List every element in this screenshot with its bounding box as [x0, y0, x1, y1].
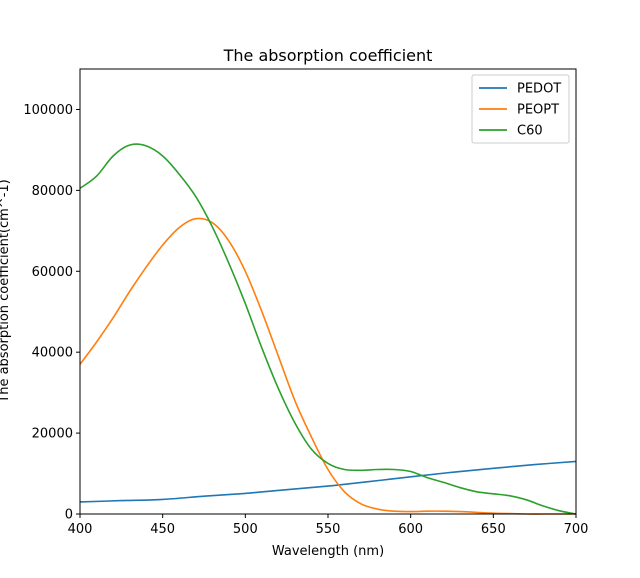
- legend: PEDOT PEOPT C60: [471, 74, 570, 144]
- series-line-c60: [79, 143, 577, 515]
- legend-label-peopt: PEOPT: [517, 103, 559, 118]
- x-tick-label: 650: [481, 522, 506, 537]
- x-tick-label: 500: [233, 522, 258, 537]
- y-tick-label: 100000: [23, 103, 73, 118]
- x-tick-label: 450: [150, 522, 175, 537]
- x-axis-ticks: 400 450 500 550 600 650 700: [68, 514, 589, 537]
- series-line-pedot: [79, 460, 577, 503]
- y-tick-label: 80000: [32, 184, 73, 199]
- y-tick-label: 40000: [32, 346, 73, 361]
- legend-box: [471, 74, 570, 144]
- legend-label-c60: C60: [517, 124, 543, 139]
- x-tick-label: 600: [398, 522, 423, 537]
- y-axis-ticks: 0 20000 40000 60000 80000 100000: [23, 103, 80, 523]
- series-layer: [79, 143, 577, 515]
- y-axis-label: The absorption coefficient(cm^-1): [0, 179, 12, 403]
- x-tick-label: 550: [316, 522, 341, 537]
- y-tick-label: 0: [65, 508, 73, 523]
- legend-label-pedot: PEDOT: [517, 82, 561, 97]
- x-axis-label: Wavelength (nm): [272, 544, 384, 559]
- chart-title: The absorption coefficient: [223, 46, 433, 65]
- x-tick-label: 400: [68, 522, 93, 537]
- y-tick-label: 60000: [32, 265, 73, 280]
- series-line-peopt: [79, 217, 576, 515]
- x-tick-label: 700: [564, 522, 589, 537]
- y-tick-label: 20000: [32, 427, 73, 442]
